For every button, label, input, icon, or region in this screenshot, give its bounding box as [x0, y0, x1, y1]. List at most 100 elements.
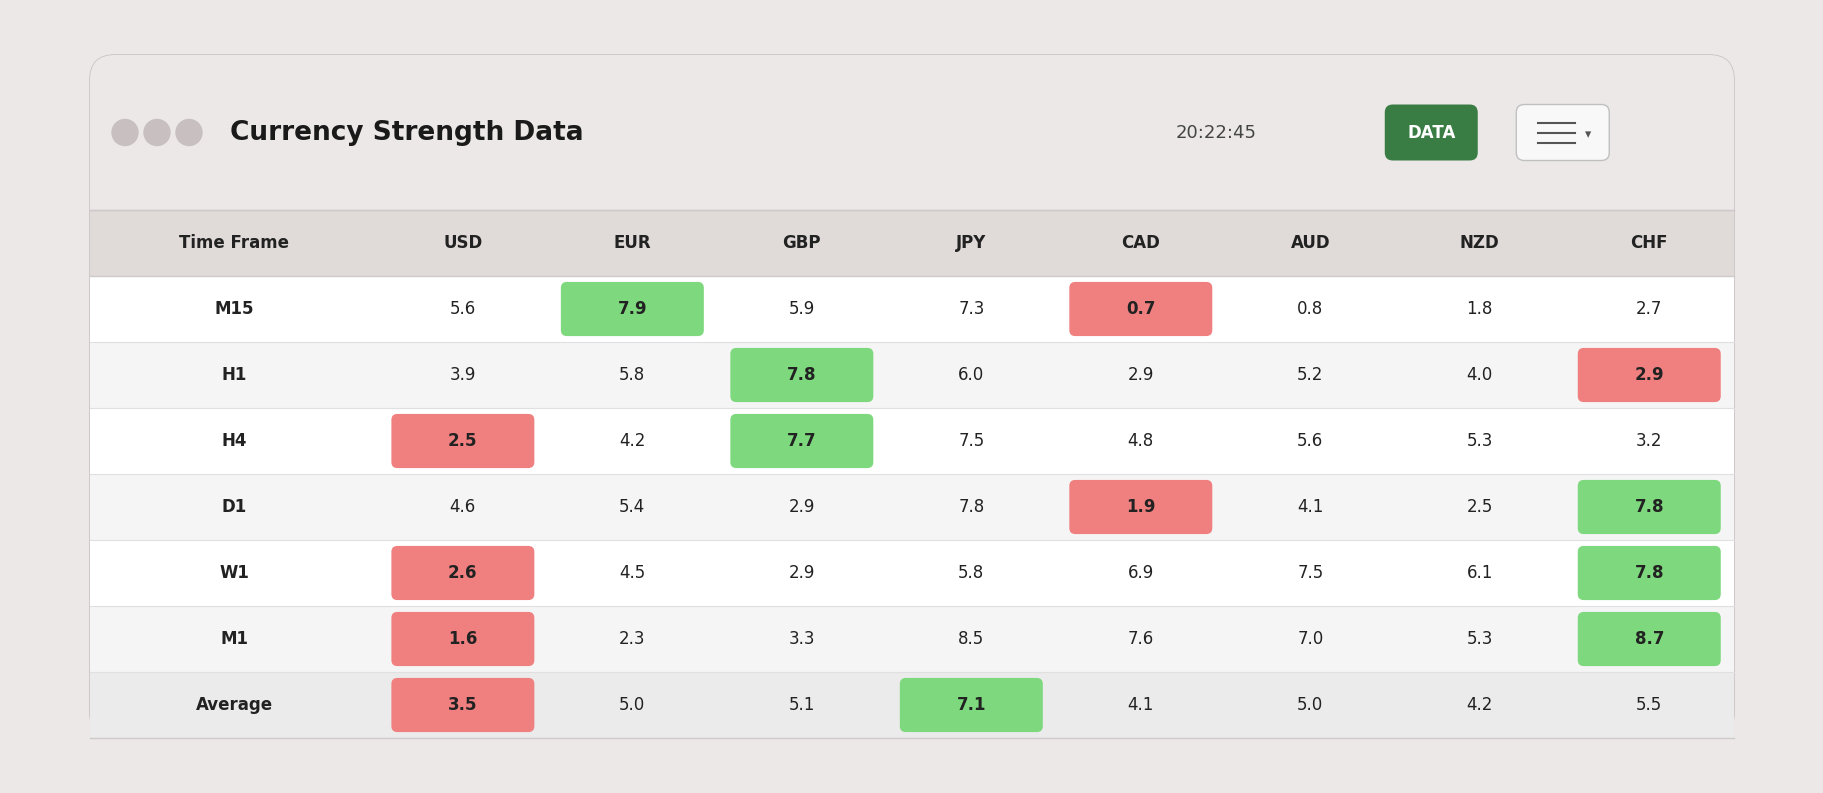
Text: 4.0: 4.0: [1466, 366, 1491, 384]
FancyBboxPatch shape: [89, 55, 1734, 738]
Text: 6.0: 6.0: [957, 366, 984, 384]
Text: 5.3: 5.3: [1466, 630, 1493, 648]
Text: H4: H4: [221, 432, 246, 450]
Text: 1.8: 1.8: [1466, 300, 1493, 318]
Text: 3.3: 3.3: [788, 630, 815, 648]
Text: 5.8: 5.8: [618, 366, 645, 384]
Text: Average: Average: [195, 696, 272, 714]
Text: 2.9: 2.9: [1633, 366, 1663, 384]
Text: M1: M1: [221, 630, 248, 648]
Text: 8.5: 8.5: [957, 630, 984, 648]
Text: 7.8: 7.8: [788, 366, 817, 384]
FancyBboxPatch shape: [89, 140, 1734, 210]
Text: H1: H1: [221, 366, 246, 384]
Text: M15: M15: [213, 300, 253, 318]
FancyBboxPatch shape: [89, 210, 1734, 276]
FancyBboxPatch shape: [89, 672, 1734, 738]
Text: 7.7: 7.7: [786, 432, 817, 450]
Text: 4.8: 4.8: [1127, 432, 1154, 450]
Text: 3.2: 3.2: [1635, 432, 1661, 450]
FancyBboxPatch shape: [1577, 546, 1719, 600]
Text: 5.5: 5.5: [1635, 696, 1661, 714]
Text: D1: D1: [221, 498, 246, 516]
Text: 2.5: 2.5: [1466, 498, 1493, 516]
Text: 2.9: 2.9: [788, 498, 815, 516]
Circle shape: [144, 120, 170, 145]
Text: 5.6: 5.6: [450, 300, 476, 318]
Text: 5.1: 5.1: [788, 696, 815, 714]
FancyBboxPatch shape: [729, 414, 873, 468]
FancyBboxPatch shape: [89, 606, 1734, 672]
FancyBboxPatch shape: [1577, 612, 1719, 666]
FancyBboxPatch shape: [1577, 348, 1719, 402]
Text: CAD: CAD: [1121, 234, 1159, 252]
FancyBboxPatch shape: [1068, 282, 1212, 336]
Text: 7.5: 7.5: [957, 432, 984, 450]
Text: USD: USD: [443, 234, 483, 252]
Text: EUR: EUR: [613, 234, 651, 252]
Text: W1: W1: [219, 564, 250, 582]
Text: Currency Strength Data: Currency Strength Data: [230, 120, 583, 145]
Text: 4.1: 4.1: [1296, 498, 1323, 516]
FancyBboxPatch shape: [899, 678, 1043, 732]
Text: 1.6: 1.6: [448, 630, 478, 648]
Text: JPY: JPY: [955, 234, 986, 252]
Text: 5.3: 5.3: [1466, 432, 1493, 450]
Text: 7.6: 7.6: [1127, 630, 1154, 648]
Text: 7.0: 7.0: [1296, 630, 1323, 648]
FancyBboxPatch shape: [89, 276, 1734, 342]
Text: 4.1: 4.1: [1127, 696, 1154, 714]
Text: 4.5: 4.5: [618, 564, 645, 582]
Circle shape: [175, 120, 202, 145]
Text: 1.9: 1.9: [1125, 498, 1156, 516]
FancyBboxPatch shape: [89, 55, 1734, 210]
Text: 2.6: 2.6: [448, 564, 478, 582]
FancyBboxPatch shape: [1068, 480, 1212, 534]
Text: 7.5: 7.5: [1296, 564, 1323, 582]
Text: 7.1: 7.1: [955, 696, 986, 714]
FancyBboxPatch shape: [560, 282, 704, 336]
FancyBboxPatch shape: [1515, 105, 1608, 160]
FancyBboxPatch shape: [392, 612, 534, 666]
FancyBboxPatch shape: [1384, 105, 1477, 160]
Text: 0.8: 0.8: [1296, 300, 1323, 318]
Text: ▾: ▾: [1584, 128, 1590, 141]
Text: 7.8: 7.8: [1633, 498, 1663, 516]
Text: 20:22:45: 20:22:45: [1176, 124, 1256, 141]
Text: 5.9: 5.9: [788, 300, 815, 318]
Text: 7.8: 7.8: [1633, 564, 1663, 582]
Text: 5.2: 5.2: [1296, 366, 1323, 384]
Text: 2.3: 2.3: [618, 630, 645, 648]
Circle shape: [111, 120, 139, 145]
Text: 4.2: 4.2: [618, 432, 645, 450]
Text: 5.0: 5.0: [1296, 696, 1323, 714]
FancyBboxPatch shape: [1577, 480, 1719, 534]
FancyBboxPatch shape: [392, 678, 534, 732]
Text: 2.5: 2.5: [448, 432, 478, 450]
Text: 6.1: 6.1: [1466, 564, 1493, 582]
Text: 7.8: 7.8: [957, 498, 984, 516]
Text: 0.7: 0.7: [1125, 300, 1156, 318]
Text: DATA: DATA: [1406, 124, 1455, 141]
FancyBboxPatch shape: [392, 546, 534, 600]
Text: 7.9: 7.9: [618, 300, 647, 318]
Text: 4.6: 4.6: [450, 498, 476, 516]
Text: 4.2: 4.2: [1466, 696, 1493, 714]
Text: Time Frame: Time Frame: [179, 234, 288, 252]
FancyBboxPatch shape: [89, 342, 1734, 408]
Text: 7.3: 7.3: [957, 300, 984, 318]
Text: 8.7: 8.7: [1633, 630, 1663, 648]
FancyBboxPatch shape: [89, 474, 1734, 540]
Text: 5.6: 5.6: [1296, 432, 1323, 450]
FancyBboxPatch shape: [729, 348, 873, 402]
Text: GBP: GBP: [782, 234, 820, 252]
Text: CHF: CHF: [1630, 234, 1666, 252]
Text: 5.0: 5.0: [618, 696, 645, 714]
Text: 3.9: 3.9: [450, 366, 476, 384]
Text: 6.9: 6.9: [1127, 564, 1154, 582]
Text: 5.8: 5.8: [957, 564, 984, 582]
Text: NZD: NZD: [1458, 234, 1499, 252]
FancyBboxPatch shape: [89, 540, 1734, 606]
Text: 2.9: 2.9: [788, 564, 815, 582]
Text: 2.7: 2.7: [1635, 300, 1661, 318]
